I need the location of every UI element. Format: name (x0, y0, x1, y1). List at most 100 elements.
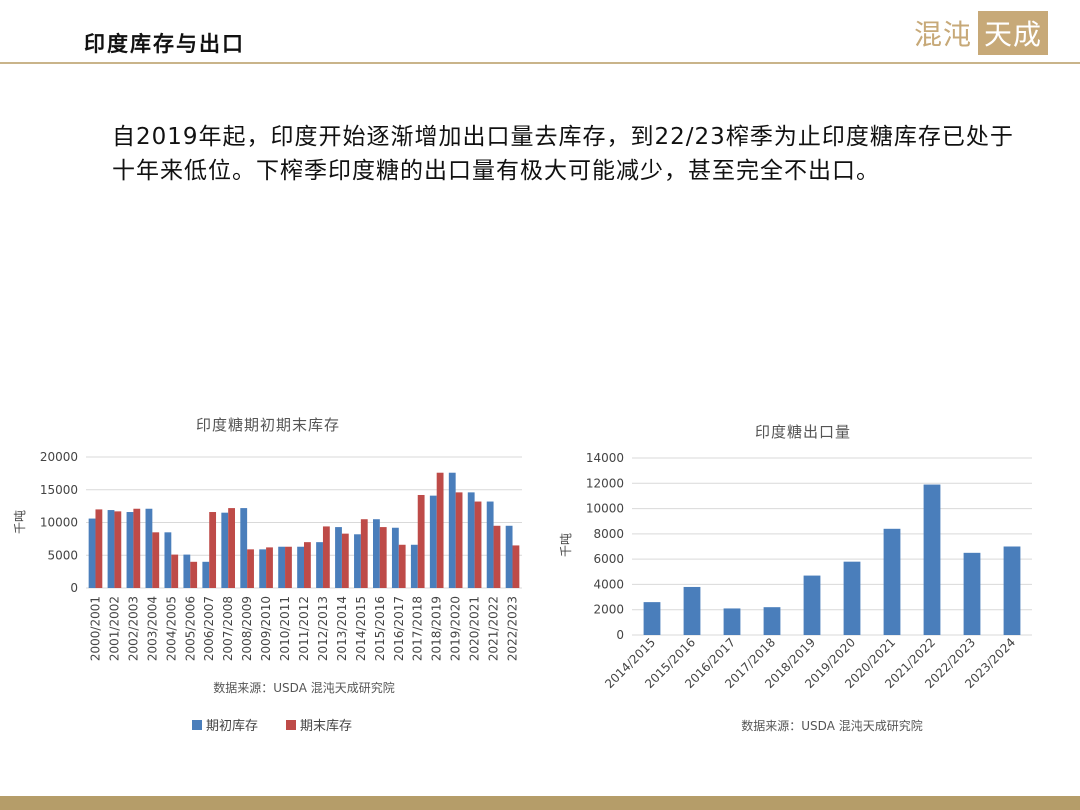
bar-a (643, 602, 661, 635)
bar-a (486, 501, 494, 588)
bar-a (763, 607, 781, 635)
bar-b (360, 519, 368, 588)
bar-a (126, 512, 134, 588)
header-divider (0, 62, 1080, 64)
bar-a (963, 552, 981, 635)
bar-a (354, 534, 361, 588)
bar-a (505, 525, 513, 588)
source-note: 数据来源：USDA 混沌天成研究院 (213, 680, 394, 695)
bar-a (467, 492, 475, 588)
x-tick-label: 2008/2009 (240, 596, 254, 661)
y-tick-label: 5000 (47, 548, 78, 562)
export-chart: 印度糖出口量 0 2000 4000 6000 8000 10000 12000 14000 千吨… (559, 423, 1032, 733)
bar-b (304, 542, 311, 588)
bar-a (259, 549, 267, 588)
x-tick-label: 2014/2015 (354, 596, 368, 661)
page-title: 印度库存与出口 (84, 32, 245, 56)
bar-a (335, 527, 342, 588)
x-tick-label: 2021/2022 (487, 596, 501, 661)
x-tick-label: 2012/2013 (316, 596, 330, 661)
legend-swatch (286, 720, 296, 730)
bar-a (923, 484, 941, 635)
y-tick-label: 10000 (586, 502, 624, 516)
x-tick-label: 2009/2010 (259, 596, 273, 661)
x-tick-label: 2011/2012 (297, 596, 311, 661)
bar-b (228, 508, 235, 588)
x-tick-label: 2019/2020 (449, 596, 463, 661)
bar-a (221, 512, 229, 588)
bar-b (133, 508, 141, 588)
bar-a (183, 554, 191, 588)
legend-swatch (192, 720, 202, 730)
x-tick-label: 2018/2019 (430, 596, 444, 661)
y-tick-label: 12000 (586, 476, 624, 490)
logo-left-text: 混沌 (914, 18, 973, 51)
bar-a (373, 519, 380, 588)
y-tick-label: 20000 (40, 450, 78, 464)
bar-b (266, 547, 273, 588)
bar-a (429, 495, 437, 588)
bar-b (190, 561, 198, 588)
x-tick-label: 2004/2005 (164, 596, 178, 661)
bar-a (448, 472, 456, 588)
bar-a (164, 532, 172, 588)
bar-b (247, 549, 254, 588)
y-tick-label: 10000 (40, 516, 78, 530)
bar-b (398, 544, 406, 588)
y-axis-label: 千吨 (559, 533, 573, 557)
logo-right-text: 天成 (978, 11, 1049, 55)
bar-a (107, 510, 115, 588)
bar-b (417, 494, 425, 588)
bar-a (391, 527, 399, 588)
y-tick-label: 8000 (593, 527, 624, 541)
x-tick-label: 2015/2016 (373, 596, 387, 661)
bar-a (410, 544, 418, 588)
x-tick-label: 2007/2008 (221, 596, 235, 661)
bar-b (493, 525, 501, 588)
bar-a (683, 586, 701, 635)
bar-b (455, 492, 463, 588)
bar-b (209, 512, 217, 588)
y-tick-label: 0 (70, 581, 78, 595)
x-tick-label: 2016/2017 (392, 596, 406, 661)
legend-label: 期初库存 (206, 718, 258, 734)
x-tick-label: 2017/2018 (411, 596, 425, 661)
y-tick-label: 4000 (593, 577, 624, 591)
brand-logo: 混沌 天成 (914, 11, 1049, 55)
x-tick-label: 2002/2003 (126, 596, 140, 661)
bar-a (297, 546, 304, 588)
bar-a (883, 528, 901, 635)
x-tick-label: 2003/2004 (145, 596, 159, 661)
y-tick-label: 2000 (593, 603, 624, 617)
bar-b (95, 509, 103, 588)
bar-a (316, 542, 323, 588)
y-tick-label: 15000 (40, 483, 78, 497)
legend-label: 期末库存 (300, 718, 352, 734)
bar-b (322, 526, 330, 588)
bar-b (114, 511, 122, 588)
bar-a (1003, 546, 1021, 635)
x-tick-label: 2000/2001 (88, 596, 102, 661)
bar-a (803, 575, 821, 635)
bar-a (240, 508, 248, 588)
x-tick-label: 2006/2007 (202, 596, 216, 661)
x-tick-label: 2020/2021 (468, 596, 482, 661)
bar-b (436, 472, 444, 588)
y-tick-label: 6000 (593, 552, 624, 566)
bar-a (88, 518, 96, 588)
bar-b (379, 527, 387, 588)
chart-title: 印度糖出口量 (755, 423, 851, 441)
x-tick-label: 2022/2023 (506, 596, 520, 661)
bar-a (723, 608, 741, 635)
y-tick-label: 14000 (586, 451, 624, 465)
bar-a (202, 561, 210, 588)
bar-b (285, 546, 292, 588)
bar-b (171, 554, 179, 588)
bar-b (341, 533, 349, 588)
bar-a (278, 546, 286, 588)
x-tick-label: 2005/2006 (183, 596, 197, 661)
footer-bar (0, 796, 1080, 810)
x-tick-label: 2010/2011 (278, 596, 292, 661)
header: 印度库存与出口 混沌 天成 (0, 0, 1080, 64)
bar-b (512, 545, 520, 588)
